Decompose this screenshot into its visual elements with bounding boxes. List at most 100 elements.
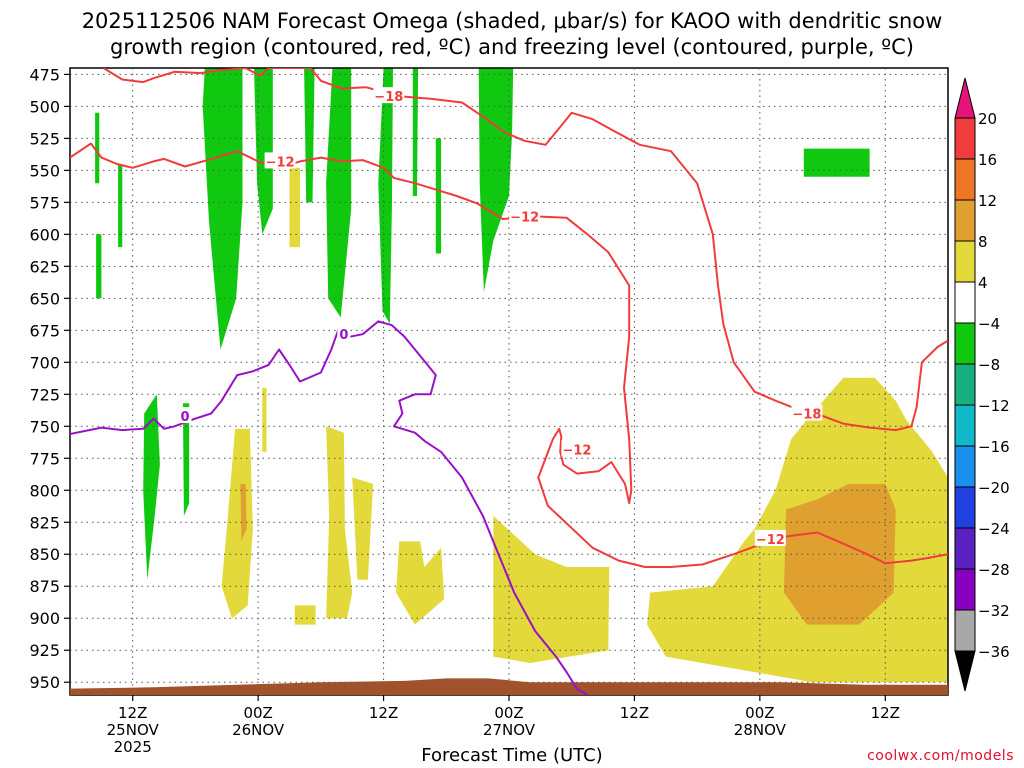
colorbar-label: −24 [978,520,1010,538]
x-tick-label: 28NOV [734,721,787,739]
omega-shade-region [412,68,419,196]
y-tick-label: 675 [29,321,60,340]
x-tick-label: 12Z [118,704,147,722]
contour-label: −12 [561,440,593,458]
contour-label-bg [561,440,593,457]
colorbar-swatch [955,364,975,406]
x-tick-label: 00Z [243,704,272,722]
site-credit-link[interactable]: coolwx.com/models [867,748,1014,764]
contour-label-bg [264,152,296,169]
contour-line [70,320,588,695]
colorbar-label: 20 [978,110,997,128]
y-tick-label: 925 [29,641,60,660]
contour-label: 0 [337,325,351,343]
chart-title-line-2: growth region (contoured, red, ºC) and f… [110,35,914,59]
colorbar-bottom-arrow [954,650,976,692]
colorbar-label: −36 [978,643,1010,661]
colorbar-swatch [955,610,975,652]
contour-label-bg [791,404,823,421]
omega-shade-region [95,112,100,184]
y-tick-label: 575 [29,193,60,212]
colorbar-swatch [955,528,975,570]
omega-shade-region [202,68,243,350]
terrain-layer [70,678,948,695]
colorbar-swatch [955,405,975,447]
omega-shade-region [294,605,316,625]
omega-shade-region [118,164,123,248]
omega-shade-region [289,167,300,248]
chart-title: 2025112506 NAM Forecast Omega (shaded, μ… [0,8,1024,60]
chart-title-line-1: 2025112506 NAM Forecast Omega (shaded, μ… [81,9,943,33]
y-tick-label: 950 [29,673,60,692]
x-tick-label: 12Z [620,704,649,722]
y-axis-ticks: 475 500 525 550 575 600 625 650 675 700 725 750 775 8… [29,65,70,692]
omega-shade-region [262,387,267,452]
colorbar-swatch [955,323,975,365]
contour-label: 0 [178,407,192,425]
contour-label-bg [373,87,405,104]
y-tick-label: 750 [29,417,60,436]
colorbar-label: −32 [978,602,1010,620]
contour-label: −12 [509,207,541,225]
omega-shade-region [783,483,896,625]
omega-shade-region [182,403,190,516]
contour-label: −18 [373,87,405,105]
contour-line [70,142,948,568]
contour-label-text: 0 [339,328,348,343]
colorbar-label: 8 [978,233,988,251]
y-tick-label: 525 [29,129,60,148]
y-tick-label: 875 [29,577,60,596]
colorbar-swatch [955,282,975,324]
contour-label-text: −18 [792,407,821,422]
x-tick-label: 12Z [871,704,900,722]
colorbar-label: 12 [978,192,997,210]
contour-label-text: −18 [374,90,403,105]
x-tick-label: 12Z [369,704,398,722]
colorbar-swatch [955,446,975,488]
y-tick-label: 700 [29,353,60,372]
omega-shade-region [326,426,353,619]
contour-label-bg [509,207,541,224]
colorbar-swatch [955,118,975,160]
y-tick-label: 900 [29,609,60,628]
contour-label-text: −12 [266,155,295,170]
colorbar-swatch [955,200,975,242]
contour-label: −12 [754,529,786,548]
omega-shade-region [326,68,352,318]
omega-shade-region [254,68,273,235]
omega-shade-region [493,515,610,663]
colorbar-swatch [955,159,975,201]
omega-shade-region [221,428,253,619]
colorbar-label: −12 [978,397,1010,415]
grid-layer [70,68,948,695]
x-tick-label: 25NOV [107,721,160,739]
omega-shade-region [240,483,247,542]
colorbar-label: −28 [978,561,1010,579]
x-axis-label: Forecast Time (UTC) [421,745,603,766]
y-tick-label: 850 [29,545,60,564]
y-tick-label: 775 [29,449,60,468]
omega-shade-region [304,68,315,203]
contour-label: −12 [264,152,296,170]
x-tick-label: 27NOV [483,721,536,739]
y-tick-label: 800 [29,481,60,500]
contour-label-text: −12 [510,210,539,225]
contour-label: −18 [791,404,823,422]
colorbar: 20 16 12 8 4 −4 −8 −12 −16 −20 −24 −28 −32 −36 [954,77,1010,692]
x-tick-label: 2025 [114,738,152,756]
omega-shade-region [143,394,160,580]
colorbar-swatch [955,241,975,283]
y-tick-label: 725 [29,385,60,404]
x-tick-label: 26NOV [232,721,285,739]
y-tick-label: 600 [29,225,60,244]
contour-label-bg [754,529,786,546]
contour-label-text: 0 [180,410,189,425]
y-tick-label: 550 [29,161,60,180]
colorbar-label: −20 [978,479,1010,497]
y-tick-label: 500 [29,97,60,116]
contour-label-bg [337,325,351,342]
colorbar-label: −8 [978,356,1000,374]
contour-label-text: −12 [562,443,591,458]
colorbar-swatch [955,569,975,611]
